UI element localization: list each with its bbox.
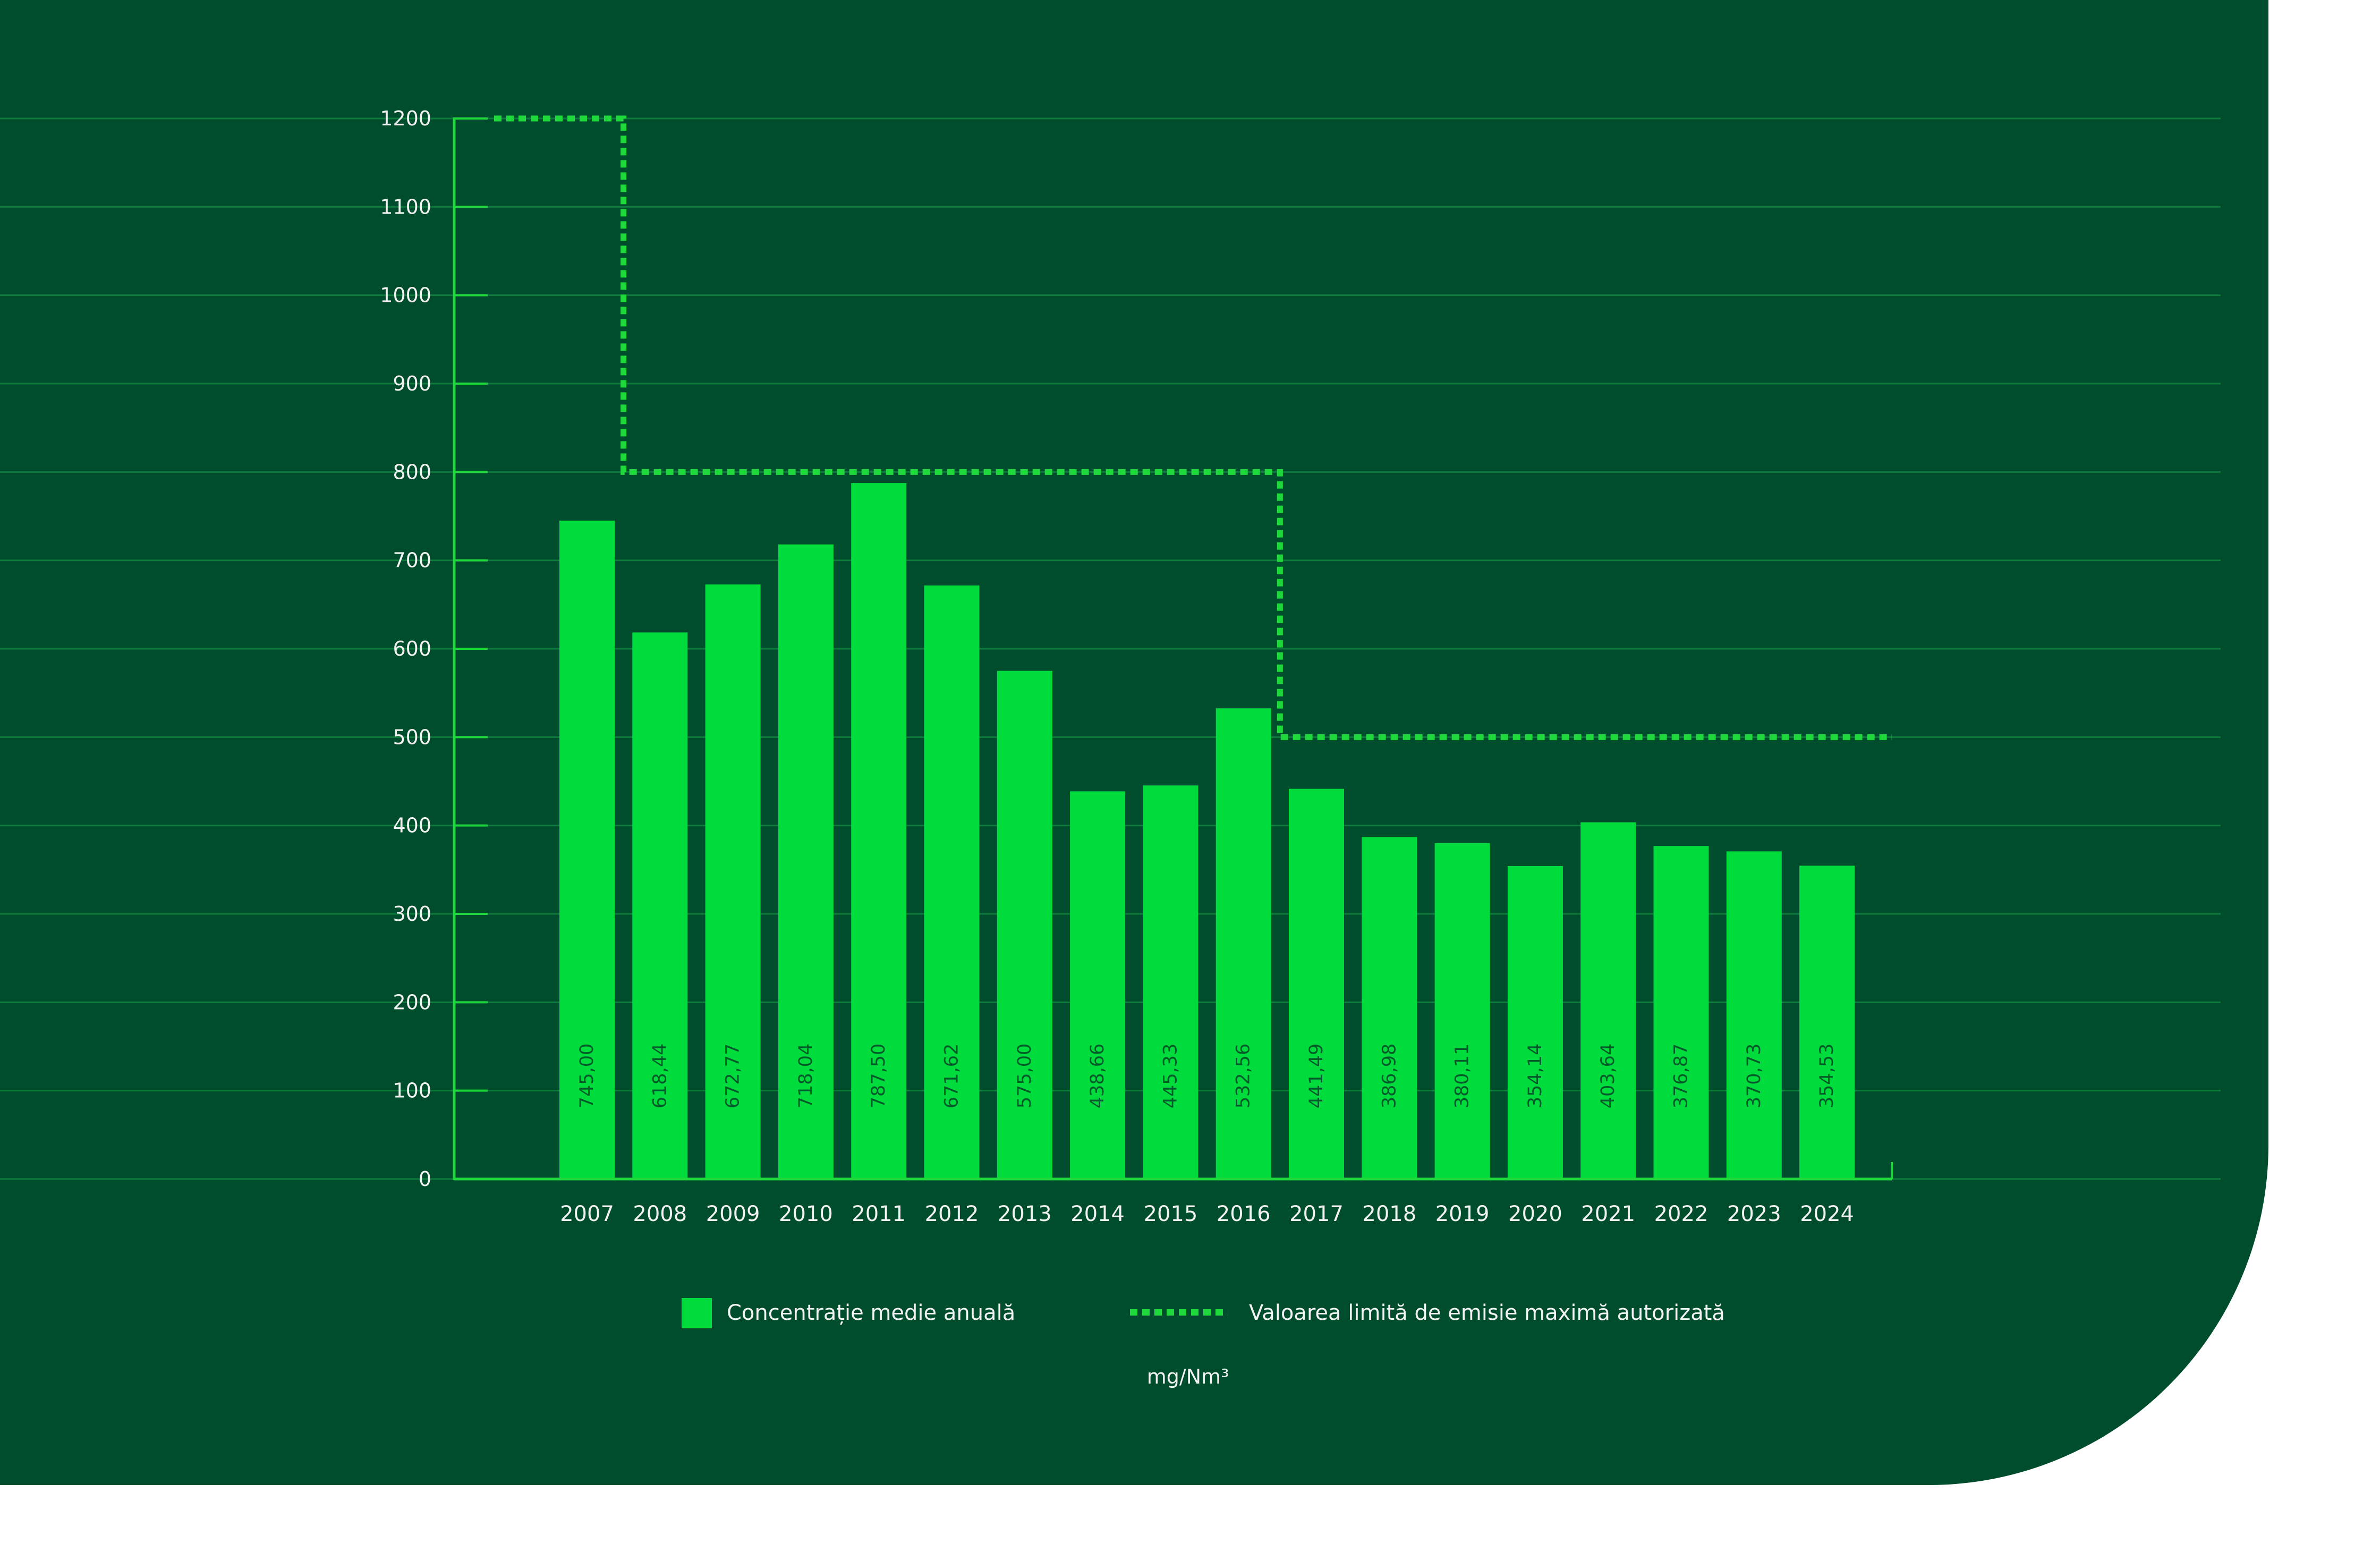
x-tick-label: 2022 — [1654, 1202, 1708, 1226]
bar-data-label: 575,00 — [1014, 1044, 1035, 1108]
x-tick-label: 2024 — [1800, 1202, 1854, 1226]
bar — [705, 584, 761, 1179]
bar — [851, 483, 907, 1179]
chart-background-panel — [0, 0, 2268, 1485]
y-tick-label: 800 — [393, 460, 431, 484]
limit-step-polyline — [494, 115, 1892, 740]
y-tick-label: 900 — [393, 372, 431, 395]
x-tick-label: 2020 — [1508, 1202, 1562, 1226]
bar-data-label: 380,11 — [1452, 1044, 1473, 1108]
bar — [1726, 851, 1782, 1179]
bar-data-label: 386,98 — [1379, 1044, 1400, 1108]
bar-data-label: 370,73 — [1744, 1044, 1765, 1108]
bars: 745,00 618,44 672,77 718,04 787,50 671,62 575,… — [559, 483, 1855, 1179]
x-tick-label: 2021 — [1581, 1202, 1635, 1226]
bar — [1289, 788, 1344, 1179]
y-axis-ticks: 0 100 200 300 400 500 600 700 800 900 1000 1100 1200 — [380, 107, 488, 1191]
bar — [1507, 866, 1563, 1179]
unit-label: mg/Nm³ — [1147, 1365, 1229, 1388]
x-tick-label: 2014 — [1070, 1202, 1125, 1226]
x-tick-label: 2010 — [779, 1202, 833, 1226]
bar — [1070, 791, 1126, 1179]
y-tick-label: 1100 — [380, 195, 431, 218]
bar — [1653, 846, 1709, 1179]
x-tick-label: 2019 — [1435, 1202, 1490, 1226]
legend-label-bars: Concentrație medie anuală — [727, 1301, 1015, 1325]
x-axis-ticks: 2007 2008 2009 2010 2011 2012 2013 2014 2015 2016… — [560, 1202, 1854, 1226]
bar-data-label: 532,56 — [1233, 1044, 1254, 1108]
bar — [559, 520, 615, 1179]
y-tick-label: 1000 — [380, 284, 431, 307]
y-tick-label: 500 — [393, 725, 431, 749]
bar-data-label: 672,77 — [722, 1044, 744, 1108]
x-tick-label: 2016 — [1217, 1202, 1271, 1226]
x-tick-label: 2023 — [1727, 1202, 1781, 1226]
bar-data-label: 618,44 — [649, 1044, 670, 1108]
x-tick-label: 2015 — [1144, 1202, 1198, 1226]
y-tick-label: 700 — [393, 549, 431, 572]
bar-data-label: 745,00 — [576, 1044, 598, 1108]
legend-swatch-bars — [682, 1298, 712, 1328]
y-tick-label: 400 — [393, 814, 431, 837]
bar — [1362, 837, 1417, 1179]
bar — [924, 585, 980, 1179]
x-tick-label: 2011 — [852, 1202, 906, 1226]
bar — [997, 671, 1052, 1179]
y-tick-label: 600 — [393, 637, 431, 660]
bar — [1216, 708, 1271, 1179]
x-tick-label: 2012 — [925, 1202, 979, 1226]
bar — [1143, 785, 1198, 1179]
y-tick-label: 300 — [393, 902, 431, 926]
y-tick-label: 100 — [393, 1079, 431, 1102]
x-tick-label: 2007 — [560, 1202, 614, 1226]
legend-label-limit: Valoarea limită de emisie maximă autoriz… — [1249, 1301, 1725, 1325]
axes — [453, 117, 1893, 1181]
bar-data-label: 354,14 — [1525, 1044, 1546, 1108]
y-tick-label: 0 — [419, 1167, 431, 1191]
bar — [1580, 822, 1636, 1179]
y-tick-label: 200 — [393, 990, 431, 1014]
legend: Concentrație medie anuală Valoarea limit… — [682, 1298, 1725, 1328]
bar-data-label: 403,64 — [1597, 1044, 1619, 1108]
bar-data-label: 441,49 — [1306, 1044, 1327, 1108]
bar — [1799, 866, 1855, 1179]
bar — [1434, 843, 1490, 1179]
x-tick-label: 2017 — [1289, 1202, 1344, 1226]
x-tick-label: 2008 — [633, 1202, 687, 1226]
limit-step-line — [494, 115, 1892, 740]
bar — [632, 632, 688, 1179]
x-tick-label: 2018 — [1362, 1202, 1416, 1226]
y-tick-label: 1200 — [380, 107, 431, 130]
bar-data-label: 718,04 — [795, 1044, 817, 1108]
bar-data-label: 787,50 — [868, 1044, 889, 1108]
bar-data-label: 376,87 — [1671, 1044, 1692, 1108]
x-tick-label: 2009 — [706, 1202, 760, 1226]
bar-data-label: 354,53 — [1816, 1044, 1838, 1108]
bar-data-label: 445,33 — [1160, 1044, 1181, 1108]
bar-data-label: 671,62 — [941, 1044, 963, 1108]
x-tick-label: 2013 — [998, 1202, 1052, 1226]
bar — [778, 544, 834, 1179]
bar-data-label: 438,66 — [1087, 1044, 1108, 1108]
